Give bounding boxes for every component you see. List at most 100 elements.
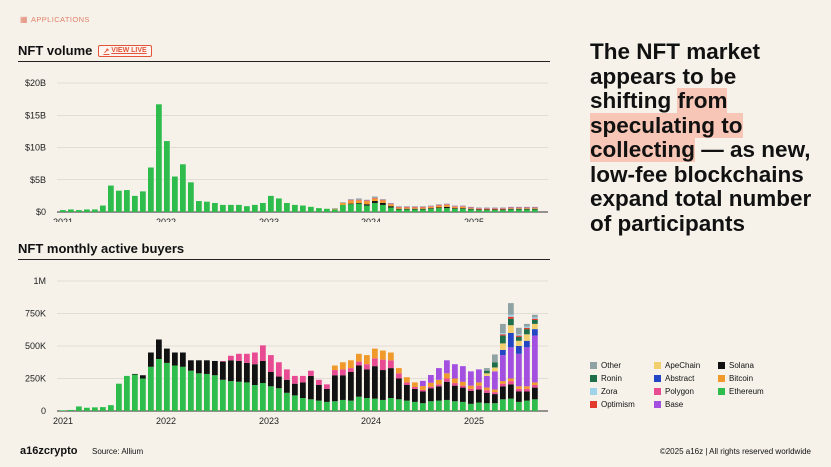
legend-swatch [590,388,597,395]
buyers-bar-bitcoin [436,379,442,385]
volume-bar-bitcoin [508,208,514,209]
legend-item-optimism: Optimism [590,399,654,410]
volume-bar-ethereum [380,204,386,212]
external-link-icon: ↗ [103,47,110,55]
legend-swatch [590,362,597,369]
buyers-bar-solana [444,381,450,400]
buyers-bar-solana [524,391,530,401]
buyers-bar-polygon [340,369,346,376]
volume-bar-other [532,206,538,208]
buyers-bar-ethereum [500,399,506,411]
volume-bar-solana [492,209,498,211]
buyers-bar-solana [164,348,170,363]
volume-bar-ethereum [436,208,442,212]
volume-bar-bitcoin [444,204,450,207]
volume-bar-bitcoin [476,208,482,210]
buyers-bar-ethereum [60,410,66,411]
buyers-bar-zora [508,314,514,317]
volume-bar-ethereum [292,204,298,212]
volume-bar-other [404,206,410,207]
volume-bar-bitcoin [396,207,402,209]
volume-bar-ethereum [468,209,474,212]
legend-label: Solana [729,361,754,370]
volume-bar-polygon [532,207,538,209]
buyers-bar-ethereum [404,400,410,411]
buyers-bar-bitcoin [484,387,490,391]
buyers-bar-solana [316,385,322,401]
buyers-bar-ethereum [140,378,146,411]
volume-bar-bitcoin [452,206,458,209]
buyers-bar-base [492,371,498,390]
volume-chart-title: NFT volume ↗ VIEW LIVE [18,43,152,58]
buyers-bar-solana [212,360,218,376]
buyers-bar-solana [148,352,154,367]
buyers-bar-solana [204,360,210,374]
buyers-bar-solana [284,379,290,393]
volume-y-tick-label: $20B [25,78,46,88]
volume-bar-ethereum [324,208,330,212]
buyers-bar-solana [180,352,186,367]
view-live-button[interactable]: ↗ VIEW LIVE [98,44,152,57]
buyers-bar-ethereum [412,401,418,411]
buyers-bar-bitcoin [532,382,538,385]
buyers-bar-solana [196,360,202,374]
buyers-bar-optimism [532,318,538,320]
volume-bar-bitcoin [460,206,466,209]
buyers-bar-ethereum [260,383,266,411]
buyers-bar-polygon [388,360,394,369]
buyers-bar-solana [492,394,498,404]
buyers-bar-apechain [484,373,490,376]
legend-swatch [590,401,597,408]
buyers-bar-bitcoin [372,348,378,359]
buyers-bar-polygon [308,370,314,376]
volume-bar-solana [404,208,410,210]
volume-bar-other [396,206,402,207]
volume-bar-other [420,206,426,207]
buyers-bar-apechain [492,367,498,372]
volume-bar-solana [468,208,474,210]
volume-bar-ethereum [340,204,346,212]
legend-label: Other [601,361,622,370]
buyers-bar-ethereum [348,400,354,411]
buyers-y-tick-label: 250K [25,374,46,384]
volume-bar-bitcoin [412,207,418,209]
buyers-bar-zora [532,317,538,319]
volume-bar-bitcoin [468,208,474,209]
volume-bar-ethereum [388,207,394,212]
buyers-bar-ethereum [364,398,370,411]
buyers-bar-ethereum [468,403,474,411]
volume-bar-polygon [484,208,490,209]
volume-bar-solana [348,203,354,205]
legend-item-zora: Zora [590,386,654,397]
buyers-bar-ethereum [460,401,466,411]
buyers-bar-ethereum [372,398,378,411]
headline: The NFT market appears to be shifting fr… [590,39,815,236]
buyers-bar-solana [252,364,258,385]
buyers-bar-polygon [236,353,242,361]
buyers-bar-ethereum [476,402,482,411]
buyers-bar-solana [436,386,442,401]
volume-bar-ethereum [180,164,186,212]
buyers-bar-polygon [380,359,386,371]
buyers-bar-ethereum [436,400,442,411]
volume-bar-polygon [412,206,418,208]
buyers-bar-polygon [268,355,274,372]
legend-item-ronin: Ronin [590,373,654,384]
volume-bar-bitcoin [524,208,530,209]
volume-x-tick-label: 2022 [156,217,176,222]
buyers-bar-bitcoin [460,381,466,386]
volume-bar-ethereum [364,205,370,212]
buyers-bar-ethereum [172,365,178,411]
buyers-bar-polygon [228,355,234,361]
buyers-bar-bitcoin [524,386,530,389]
buyers-title-rule [18,259,550,260]
volume-bar-solana [388,206,394,208]
volume-bar-ethereum [68,209,74,212]
volume-bar-solana [428,208,434,209]
volume-bar-polygon [476,208,482,209]
volume-bar-ethereum [452,208,458,212]
buyers-bar-polygon [220,360,226,362]
volume-bar-other [444,203,450,205]
legend-label: Polygon [665,387,694,396]
volume-bar-bitcoin [388,204,394,207]
